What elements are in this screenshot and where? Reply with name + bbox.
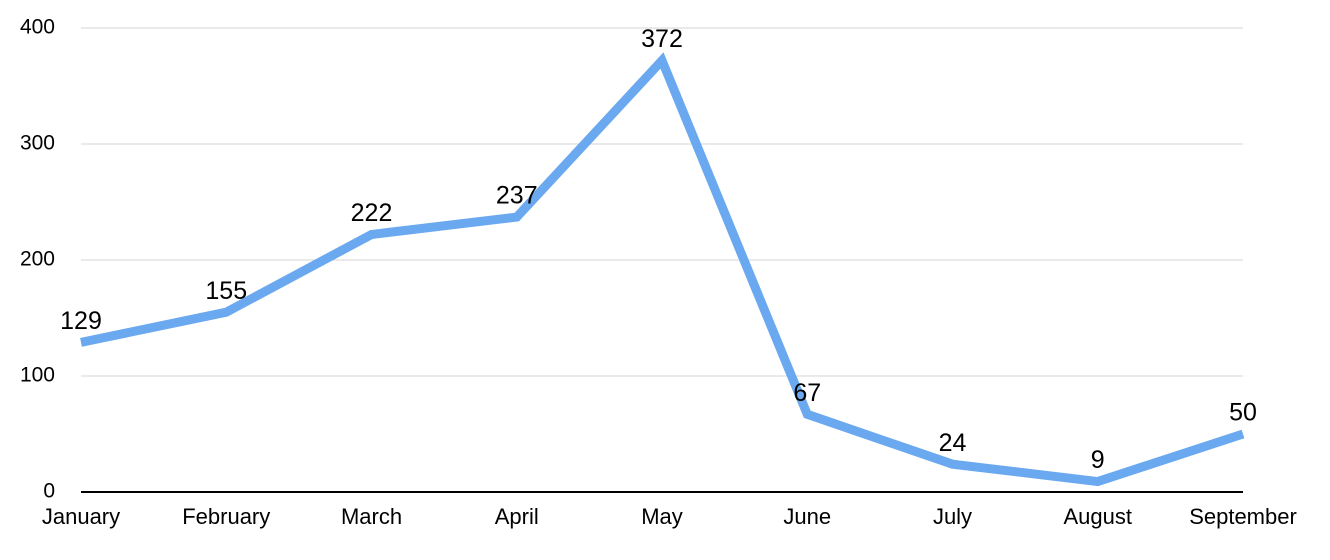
data-label: 155 <box>205 277 247 305</box>
y-tick-label: 0 <box>43 480 55 503</box>
x-tick-label: March <box>341 504 402 529</box>
data-label: 9 <box>1091 446 1105 474</box>
y-tick-label: 300 <box>20 132 55 155</box>
y-tick-label: 100 <box>20 364 55 387</box>
data-label: 129 <box>60 307 102 335</box>
x-tick-label: July <box>933 504 972 529</box>
data-label: 222 <box>351 199 393 227</box>
x-tick-label: June <box>783 504 831 529</box>
x-tick-label: April <box>495 504 539 529</box>
x-tick-label: August <box>1064 504 1133 529</box>
x-tick-label: September <box>1189 504 1297 529</box>
data-label: 372 <box>641 25 683 53</box>
x-tick-label: January <box>42 504 120 529</box>
data-label: 237 <box>496 182 538 210</box>
x-tick-label: February <box>182 504 270 529</box>
data-label: 67 <box>793 379 821 407</box>
line <box>80 52 1245 487</box>
data-label: 50 <box>1229 399 1257 427</box>
y-tick-label: 200 <box>20 248 55 271</box>
x-tick-label: May <box>641 504 683 529</box>
y-tick-label: 400 <box>20 16 55 39</box>
data-label: 24 <box>939 429 967 457</box>
